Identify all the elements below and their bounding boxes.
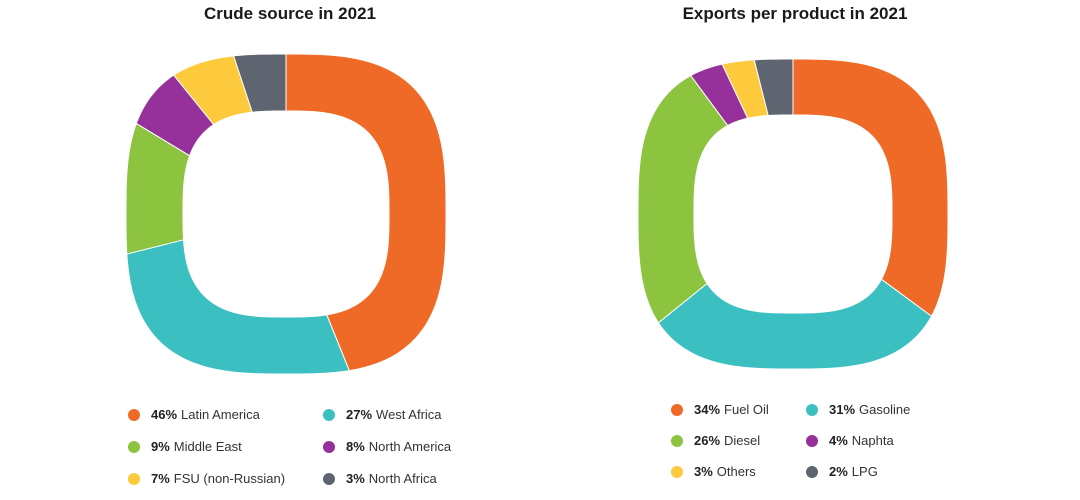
slice-west-africa [126, 239, 350, 375]
chart-title: Crude source in 2021 [204, 4, 376, 23]
legend-swatch [323, 408, 335, 421]
legend-value: 8% [346, 439, 365, 454]
legend-label: Diesel [724, 433, 761, 448]
legend-label: West Africa [376, 407, 442, 422]
legend-item-gasoline: 31% Gasoline [806, 402, 910, 417]
legend-value: 46% [151, 407, 178, 422]
legend-item-others: 3% Others [671, 464, 756, 479]
legend-swatch [806, 403, 818, 416]
donut-chart [125, 53, 447, 375]
legend-label: North America [368, 439, 452, 454]
legend-item-west-africa: 27% West Africa [323, 407, 442, 422]
legend-value: 27% [346, 407, 373, 422]
legend-item-middle-east: 9% Middle East [128, 439, 242, 454]
legend-swatch [671, 465, 683, 478]
exports-per-product-chart: Exports per product in 2021 34% Fuel Oil 3… [600, 0, 990, 500]
legend-swatch [671, 403, 683, 416]
slice-lpg [753, 58, 794, 117]
legend-item-north-africa: 3% North Africa [323, 471, 437, 486]
legend-label: Middle East [173, 439, 242, 454]
legend-item-fsu-non-russian: 7% FSU (non-Russian) [128, 471, 285, 486]
legend-label: Gasoline [859, 402, 911, 417]
legend-label: North Africa [368, 471, 437, 486]
legend-item-north-america: 8% North America [323, 439, 451, 454]
legend-swatch [128, 408, 140, 421]
legend-item-latin-america: 46% Latin America [128, 407, 260, 422]
slice-north-africa [232, 53, 287, 113]
legend-item-diesel: 26% Diesel [671, 433, 760, 448]
legend-value: 3% [346, 471, 365, 486]
slice-gasoline [657, 278, 933, 370]
legend-swatch [806, 434, 818, 447]
legend-swatch [128, 472, 140, 485]
legend-swatch [323, 472, 335, 485]
legend-swatch [323, 440, 335, 453]
legend-label: FSU (non-Russian) [173, 471, 286, 486]
legend-value: 3% [694, 464, 713, 479]
legend-item-naphta: 4% Naphta [806, 433, 894, 448]
legend-swatch [806, 465, 818, 478]
legend-value: 2% [829, 464, 848, 479]
chart-title: Exports per product in 2021 [682, 4, 908, 23]
legend-value: 9% [151, 439, 170, 454]
legend-swatch [671, 434, 683, 447]
legend-item-fuel-oil: 34% Fuel Oil [671, 402, 769, 417]
legend-label: Others [716, 464, 756, 479]
donut-chart [637, 58, 949, 370]
legend-label: Latin America [181, 407, 260, 422]
slice-fuel-oil [792, 58, 949, 317]
legend-value: 7% [151, 471, 170, 486]
legend-item-lpg: 2% LPG [806, 464, 878, 479]
legend-value: 34% [694, 402, 721, 417]
crude-source-chart: Crude source in 2021 46% Latin America 27%… [90, 0, 490, 500]
legend-value: 26% [694, 433, 721, 448]
legend-value: 4% [829, 433, 848, 448]
legend-label: Naphta [851, 433, 894, 448]
legend-label: LPG [851, 464, 878, 479]
slice-diesel [637, 74, 729, 324]
legend-value: 31% [829, 402, 856, 417]
legend-label: Fuel Oil [724, 402, 769, 417]
legend-swatch [128, 440, 140, 453]
